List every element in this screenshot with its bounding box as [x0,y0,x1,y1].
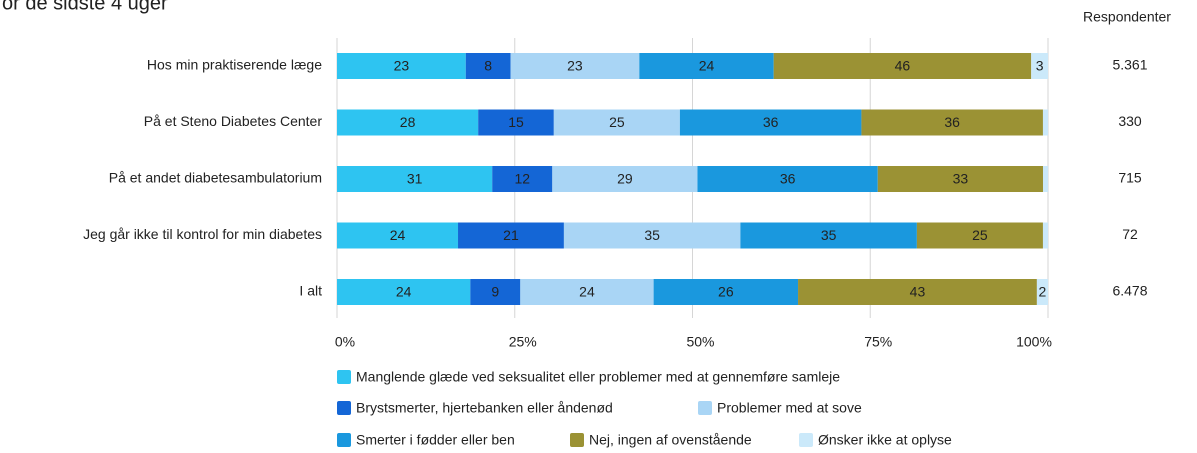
data-label: 21 [503,227,519,243]
x-tick-label: 50% [686,334,714,350]
category-label: På et Steno Diabetes Center [144,113,323,129]
bar-segment [470,279,521,305]
x-tick-label: 25% [509,334,537,350]
data-label: 25 [972,227,988,243]
legend-label: Smerter i fødder eller ben [356,432,515,448]
bar-segment [639,53,774,79]
data-label: 3 [1036,58,1044,74]
legend-label: Brystsmerter, hjertebanken eller åndenød [356,400,613,416]
data-label: 26 [718,284,734,300]
respondents-value: 330 [1118,113,1142,129]
data-label: 24 [699,58,715,74]
data-label: 31 [407,171,423,187]
bar-segment [552,166,698,192]
legend-swatch [337,370,351,384]
data-label: 12 [514,171,530,187]
data-label: 8 [484,58,492,74]
bar-segment [520,279,654,305]
data-label: 15 [508,114,524,130]
respondents-header: Respondenter [1083,9,1171,25]
bar-segment [492,166,553,192]
bar-segment [1036,279,1048,305]
bar-segment [337,222,459,249]
data-label: 24 [396,284,412,300]
data-label: 35 [644,227,660,243]
bar-segment [510,53,640,79]
bar-segment [337,279,471,305]
bar-segment [465,53,511,79]
bar-segment [740,222,917,249]
legend-swatch [337,401,351,415]
legend-label: Problemer med at sove [717,400,862,416]
data-label: 24 [390,227,406,243]
data-label: 28 [400,114,416,130]
category-label: Hos min praktiserende læge [147,57,322,73]
data-label: 46 [895,58,911,74]
legend-label: Nej, ingen af ovenstående [589,432,752,448]
respondents-value: 6.478 [1112,283,1147,299]
bar-segment [861,109,1043,136]
legend-swatch [570,433,584,447]
bar-segment [877,166,1043,192]
bar-segment [458,222,564,249]
bar-segment [337,166,493,192]
respondents-value: 72 [1122,226,1138,242]
bar-segment [1042,222,1048,249]
data-label: 23 [394,58,410,74]
x-tick-label: 100% [1016,334,1052,350]
category-label: På et andet diabetesambulatorium [109,170,322,186]
bar-segment [563,222,741,249]
respondents-value: 5.361 [1112,57,1147,73]
data-label: 33 [953,171,969,187]
x-tick-label: 0% [335,334,355,350]
legend-label: Manglende glæde ved seksualitet eller pr… [356,369,840,385]
data-label: 35 [821,227,837,243]
bar-segment [798,279,1037,305]
bar-segment [697,166,878,192]
data-label: 24 [579,284,595,300]
bar-segment [1031,53,1048,79]
category-label: I alt [299,283,322,299]
legend-label: Ønsker ikke at oplyse [818,432,952,448]
respondents-value: 715 [1118,170,1142,186]
bar-segment [679,109,862,136]
data-label: 43 [910,284,926,300]
bar-segment [337,109,479,136]
legend-swatch [337,433,351,447]
data-label: 36 [944,114,960,130]
bar-segment [773,53,1032,79]
legend-swatch [698,401,712,415]
data-label: 29 [617,171,633,187]
category-label: Jeg går ikke til kontrol for min diabete… [83,226,322,242]
x-tick-label: 75% [864,334,892,350]
data-label: 25 [609,114,625,130]
bar-segment [478,109,554,136]
bar-segment [1042,166,1048,192]
data-label: 23 [567,58,583,74]
bar-segment [1042,109,1048,136]
data-label: 36 [780,171,796,187]
chart-title: or de sidste 4 uger [2,0,168,14]
data-label: 9 [491,284,499,300]
data-label: 36 [763,114,779,130]
legend-swatch [799,433,813,447]
bar-segment [337,53,466,79]
bar-segment [916,222,1043,249]
bar-segment [553,109,680,136]
data-label: 2 [1039,284,1047,300]
bar-segment [653,279,799,305]
